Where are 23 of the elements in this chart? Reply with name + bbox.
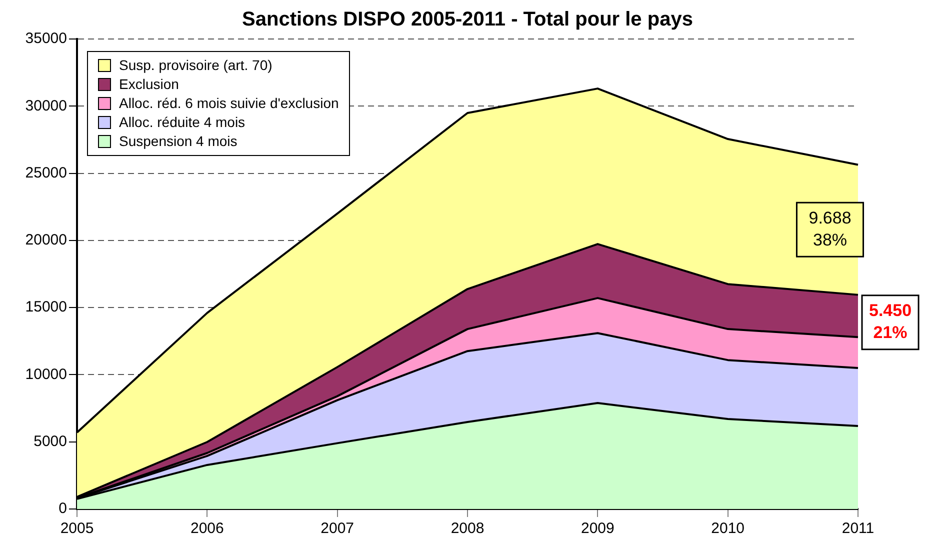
legend-label: Exclusion <box>119 75 179 94</box>
x-tick-label: 2009 <box>580 520 614 538</box>
y-tick-label: 5000 <box>34 433 67 450</box>
y-tick-label: 0 <box>58 500 67 518</box>
x-tick-label: 2010 <box>711 520 745 538</box>
legend-label: Alloc. réduite 4 mois <box>119 113 246 132</box>
annotation: 9.688 38% <box>808 208 852 250</box>
annotation: 5.450 21% <box>868 301 912 342</box>
chart-title: Sanctions DISPO 2005-2011 - Total pour le pays <box>242 8 693 31</box>
x-tick-label: 2005 <box>60 520 94 538</box>
x-tick-label: 2007 <box>320 520 354 538</box>
legend-label: Alloc. réd. 6 mois suivie d'exclusion <box>119 94 339 113</box>
y-tick-label: 15000 <box>25 298 67 316</box>
legend-label: Susp. provisoire (art. 70) <box>119 56 272 75</box>
y-tick-label: 30000 <box>25 97 67 114</box>
x-tick-label: 2008 <box>450 520 484 538</box>
y-tick-label: 20000 <box>25 232 67 249</box>
y-tick-label: 35000 <box>25 30 67 48</box>
x-tick-label: 2011 <box>842 520 874 538</box>
x-tick-label: 2006 <box>190 520 224 538</box>
y-tick-label: 10000 <box>25 366 67 383</box>
legend-label: Suspension 4 mois <box>119 132 238 151</box>
y-tick-label: 25000 <box>25 164 67 182</box>
